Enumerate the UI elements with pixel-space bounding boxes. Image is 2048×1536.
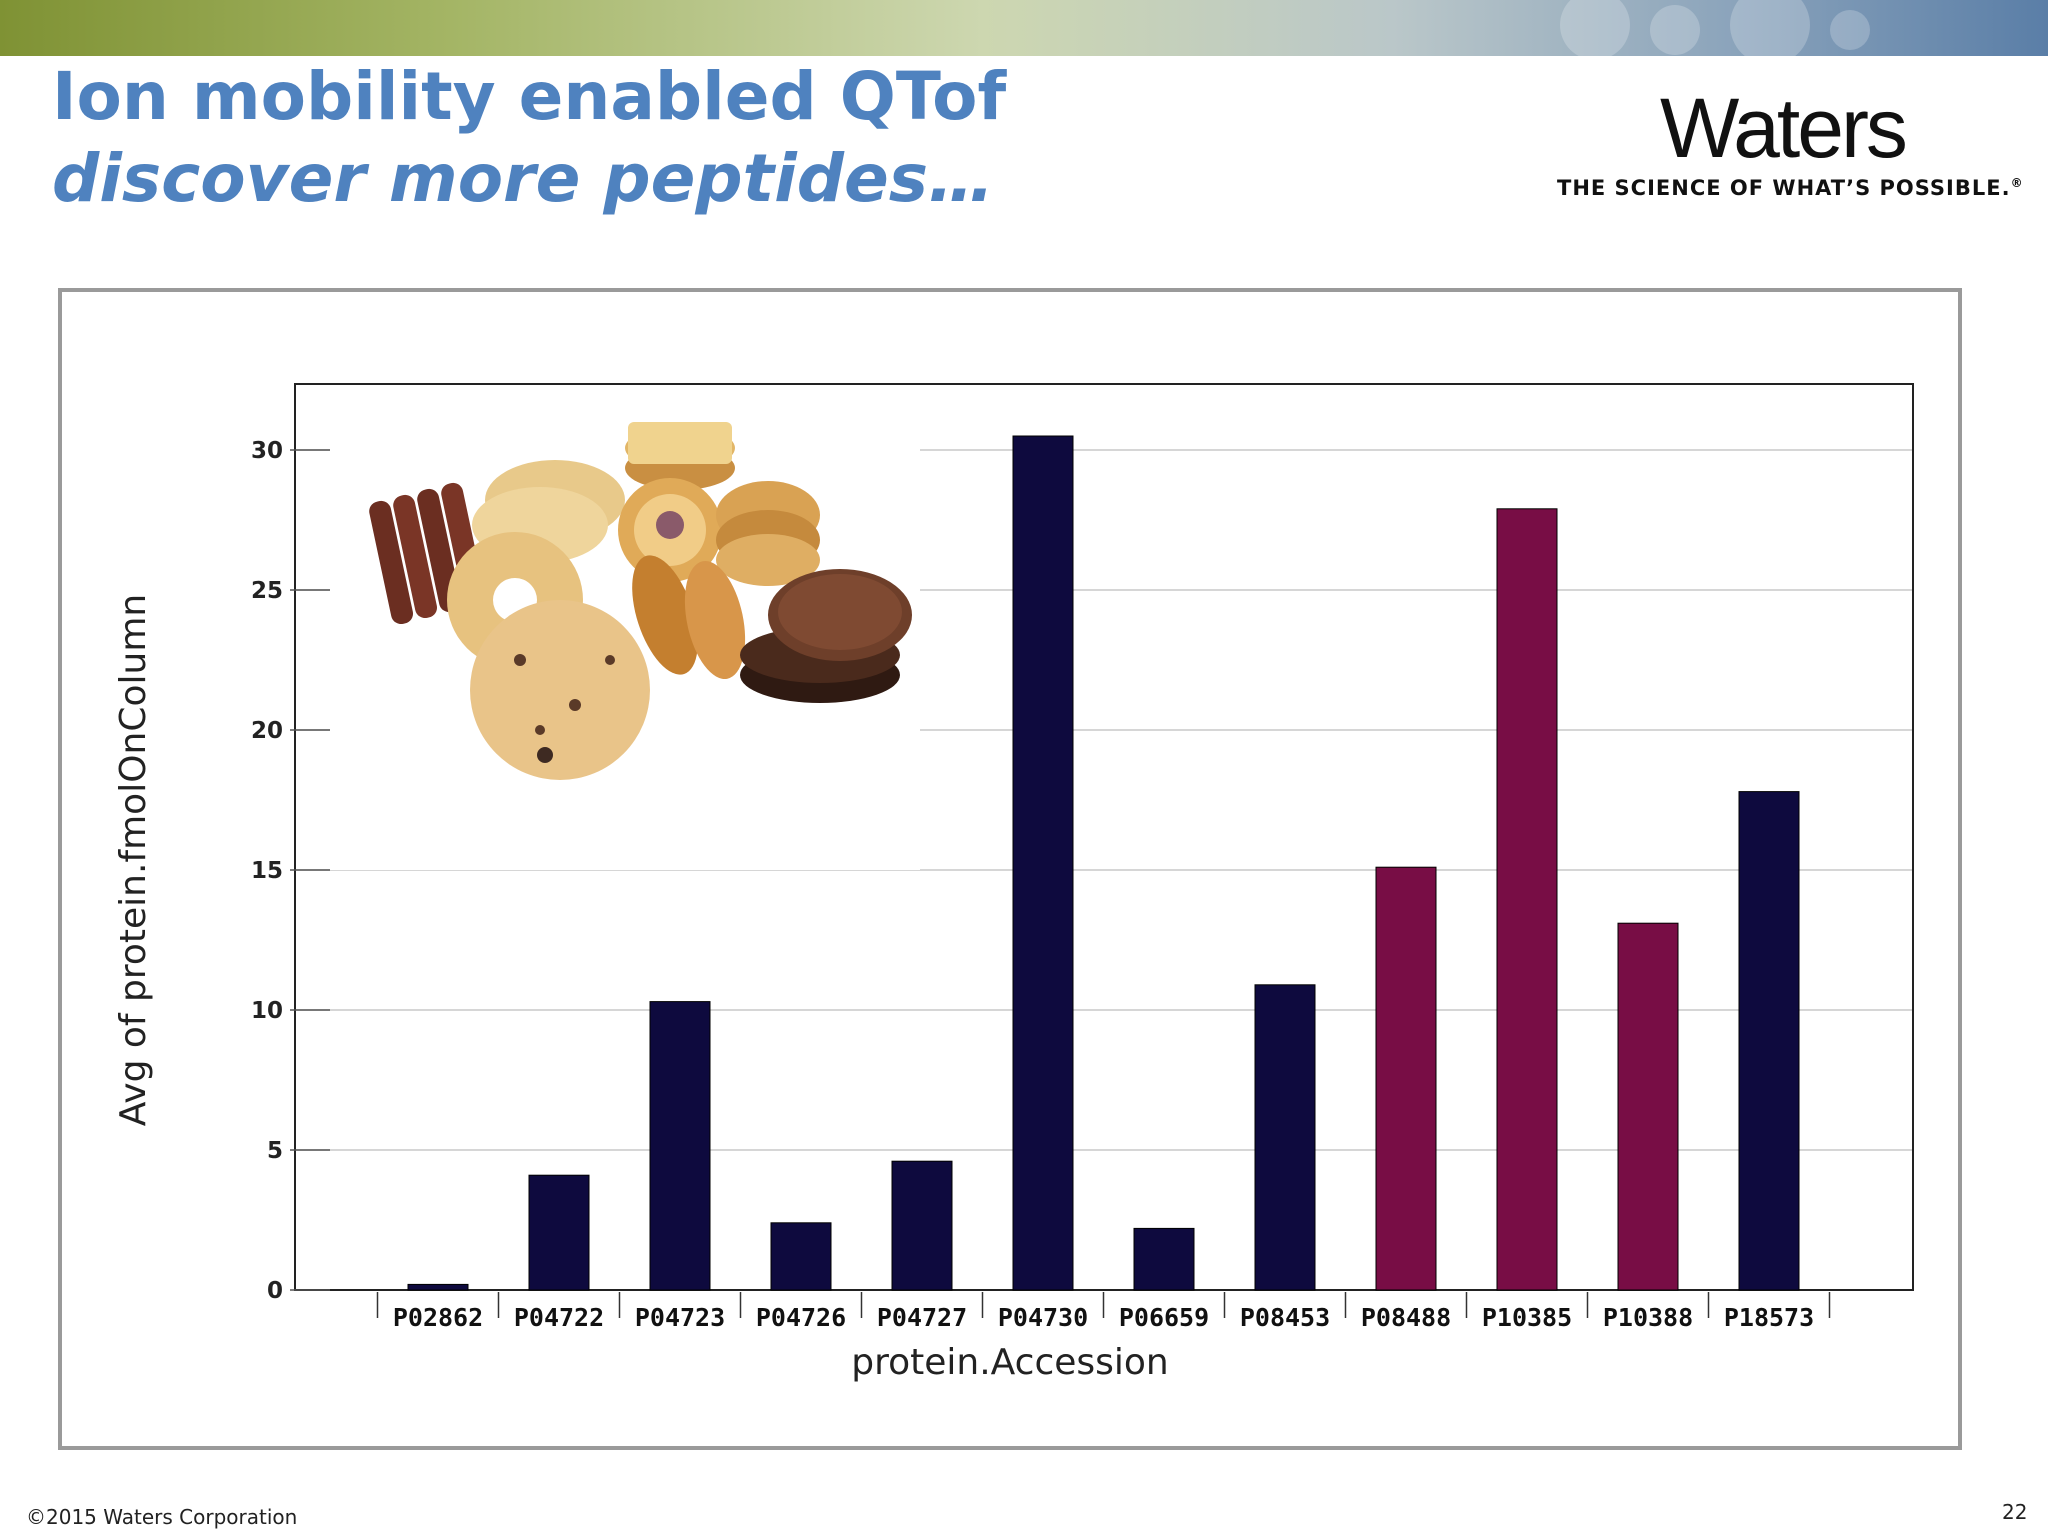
y-axis-label: Avg of protein.fmolOnColumn xyxy=(113,594,154,1126)
x-tick-label: P18573 xyxy=(1724,1303,1814,1332)
y-tick-label: 25 xyxy=(251,578,283,604)
logo-tagline-text: THE SCIENCE OF WHAT’S POSSIBLE. xyxy=(1557,176,2011,200)
logo-wordmark: Waters xyxy=(1660,81,1908,175)
bar-p02862 xyxy=(407,1283,469,1291)
waters-logo: Waters THE SCIENCE OF WHAT’S POSSIBLE.® xyxy=(1530,80,2030,210)
bar-p04726 xyxy=(770,1222,832,1291)
y-tick-label: 5 xyxy=(267,1138,283,1164)
registered-mark: ® xyxy=(2010,176,2024,190)
x-tick-label: P08488 xyxy=(1361,1303,1451,1332)
bar-p08453 xyxy=(1254,984,1316,1291)
bar-p08488 xyxy=(1375,866,1437,1291)
chart-frame xyxy=(58,288,1962,1450)
copyright-text: ©2015 Waters Corporation xyxy=(26,1505,298,1529)
bar-p18573 xyxy=(1738,791,1800,1291)
slide-title: Ion mobility enabled QTof xyxy=(52,58,1007,135)
x-tick-label: P04722 xyxy=(514,1303,604,1332)
x-tick-label: P08453 xyxy=(1240,1303,1330,1332)
y-tick-label: 15 xyxy=(251,858,283,884)
page-number: 22 xyxy=(2002,1500,2028,1524)
x-tick-label: P04726 xyxy=(756,1303,846,1332)
x-tick-label: P04727 xyxy=(877,1303,967,1332)
bar-p04722 xyxy=(528,1174,590,1291)
bar-p04727 xyxy=(891,1160,953,1291)
x-tick-label: P10385 xyxy=(1482,1303,1572,1332)
logo-tagline: THE SCIENCE OF WHAT’S POSSIBLE.® xyxy=(1557,176,2024,200)
header-banner xyxy=(0,0,2048,65)
bar-p10385 xyxy=(1496,508,1558,1291)
plot-area-border xyxy=(294,383,1914,1291)
y-tick-label: 10 xyxy=(251,998,283,1024)
x-axis-label: protein.Accession xyxy=(851,1342,1169,1383)
y-tick-label: 30 xyxy=(251,438,283,464)
x-tick-label: P04730 xyxy=(998,1303,1088,1332)
x-tick-label: P10388 xyxy=(1603,1303,1693,1332)
y-tick-label: 0 xyxy=(267,1278,283,1304)
bar-p04730 xyxy=(1012,435,1074,1291)
biscuits-photo xyxy=(330,400,920,870)
bar-p04723 xyxy=(649,1001,711,1291)
x-tick-label: P04723 xyxy=(635,1303,725,1332)
y-tick-label: 20 xyxy=(251,718,283,744)
x-tick-label: P02862 xyxy=(393,1303,483,1332)
bar-p10388 xyxy=(1617,922,1679,1291)
x-tick-label: P06659 xyxy=(1119,1303,1209,1332)
bar-p06659 xyxy=(1133,1227,1195,1291)
slide-subtitle: discover more peptides… xyxy=(52,140,995,217)
